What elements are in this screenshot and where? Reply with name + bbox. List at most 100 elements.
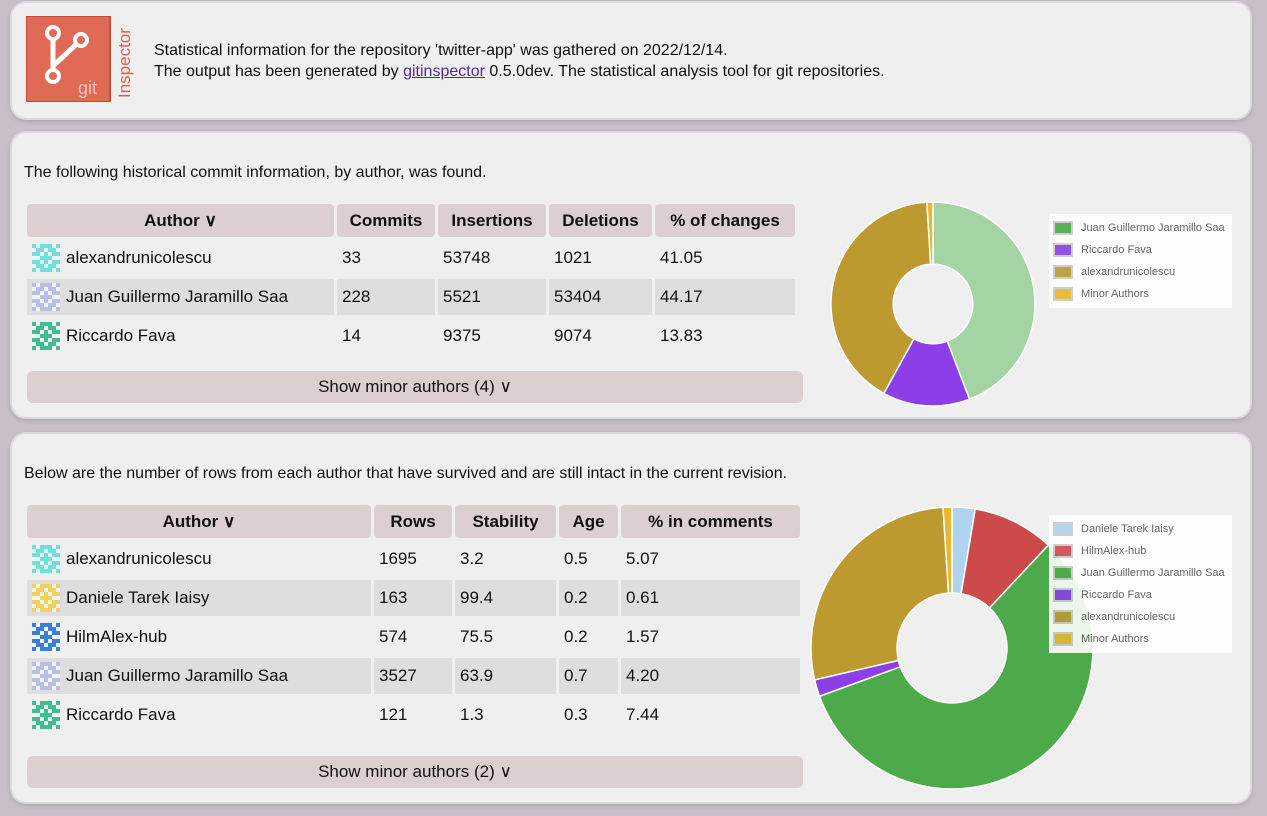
cell-age: 0.5 (564, 549, 588, 568)
cell-deletions: 1021 (554, 248, 592, 267)
legend-swatch (1053, 221, 1073, 235)
cell-commits: 14 (342, 326, 361, 345)
cell-deletions: 53404 (549, 279, 652, 315)
avatar (32, 584, 60, 612)
column-header-commits[interactable]: Commits (337, 204, 435, 237)
pie-slice (932, 201, 1036, 401)
pie-slice (942, 506, 953, 594)
legend-swatch (1053, 243, 1073, 257)
legend-label: alexandrunicolescu (1081, 611, 1176, 623)
legend-item: Juan Guillermo Jaramillo Saa (1053, 217, 1228, 239)
author-name: Juan Guillermo Jaramillo Saa (66, 666, 289, 685)
show-minor-authors-button[interactable]: Show minor authors (4) ∨ (27, 371, 803, 403)
cell-stability: 63.9 (455, 658, 556, 694)
table-row: alexandrunicolescu 1695 3.2 0.5 5.07 (27, 541, 800, 577)
legend-swatch (1053, 632, 1073, 646)
header-text: Statistical information for the reposito… (154, 40, 885, 82)
column-header-stability[interactable]: Stability (455, 505, 556, 538)
legend-item: Minor Authors (1053, 283, 1228, 305)
legend-item: Riccardo Fava (1053, 584, 1228, 606)
avatar (32, 283, 60, 311)
legend-item: alexandrunicolescu (1053, 606, 1228, 628)
svg-text:git: git (78, 78, 97, 98)
changes-legend: Juan Guillermo Jaramillo Saa Riccardo Fav… (1049, 214, 1232, 308)
legend-item: Daniele Tarek Iaisy (1053, 518, 1228, 540)
legend-label: alexandrunicolescu (1081, 266, 1176, 278)
cell-age: 0.2 (564, 627, 588, 646)
cell-rows: 163 (374, 580, 452, 616)
legend-item: Minor Authors (1053, 628, 1228, 650)
changes-table: Author ∨ Commits Insertions Deletions % … (24, 201, 798, 357)
cell-stability: 1.3 (460, 705, 484, 724)
column-header-pct-changes[interactable]: % of changes (655, 204, 795, 237)
legend-item: HilmAlex-hub (1053, 540, 1228, 562)
author-cell: alexandrunicolescu (27, 240, 334, 276)
column-header-age[interactable]: Age (559, 505, 618, 538)
pie-slice (830, 201, 932, 395)
blame-panel: Below are the number of rows from each a… (12, 434, 1250, 802)
legend-swatch (1053, 544, 1073, 558)
cell-comments: 5.07 (626, 549, 660, 568)
cell-age: 0.3 (564, 705, 588, 724)
legend-item: alexandrunicolescu (1053, 261, 1228, 283)
cell-deletions: 9074 (554, 326, 592, 345)
legend-item: Juan Guillermo Jaramillo Saa (1053, 562, 1228, 584)
cell-stability: 99.4 (455, 580, 556, 616)
author-cell: HilmAlex-hub (27, 619, 371, 655)
table-row: alexandrunicolescu 33 53748 1021 41.05 (27, 240, 795, 276)
cell-comments: 4.20 (621, 658, 800, 694)
cell-insertions: 53748 (443, 248, 491, 267)
legend-swatch (1053, 522, 1073, 536)
author-cell: Riccardo Fava (27, 697, 371, 733)
cell-rows: 3527 (374, 658, 452, 694)
avatar (32, 322, 60, 350)
legend-label: Riccardo Fava (1081, 244, 1152, 256)
table-row: Riccardo Fava 121 1.3 0.3 7.44 (27, 697, 800, 733)
author-name: Riccardo Fava (66, 326, 176, 345)
column-header-insertions[interactable]: Insertions (438, 204, 546, 237)
cell-comments: 0.61 (621, 580, 800, 616)
column-header-author[interactable]: Author ∨ (27, 204, 334, 237)
cell-stability: 3.2 (460, 549, 484, 568)
svg-text:Inspector: Inspector (115, 28, 134, 98)
author-name: Riccardo Fava (66, 705, 176, 724)
author-name: alexandrunicolescu (66, 248, 212, 267)
author-name: alexandrunicolescu (66, 549, 212, 568)
author-name: HilmAlex-hub (66, 627, 168, 646)
cell-insertions: 5521 (438, 279, 546, 315)
author-cell: Riccardo Fava (27, 318, 334, 354)
cell-rows: 121 (379, 705, 408, 724)
header-line-1: Statistical information for the reposito… (154, 42, 728, 59)
pie-slice (818, 544, 1094, 790)
legend-swatch (1053, 610, 1073, 624)
table-row: HilmAlex-hub 574 75.5 0.2 1.57 (27, 619, 800, 655)
header-line-2: The output has been generated by gitinsp… (154, 61, 885, 82)
cell-stability: 75.5 (460, 627, 494, 646)
avatar (32, 244, 60, 272)
legend-label: Juan Guillermo Jaramillo Saa (1081, 222, 1225, 234)
author-cell: Daniele Tarek Iaisy (27, 580, 371, 616)
column-header-pct-comments[interactable]: % in comments (621, 505, 800, 538)
column-header-rows[interactable]: Rows (374, 505, 452, 538)
author-cell: Juan Guillermo Jaramillo Saa (27, 658, 371, 694)
legend-label: Minor Authors (1081, 633, 1149, 645)
column-header-deletions[interactable]: Deletions (549, 204, 652, 237)
avatar (32, 545, 60, 573)
changes-pie-chart (830, 201, 1036, 407)
blame-pie-chart (810, 506, 1094, 790)
legend-label: Minor Authors (1081, 288, 1149, 300)
header-line-2-pre: The output has been generated by (154, 63, 399, 80)
legend-label: Juan Guillermo Jaramillo Saa (1081, 567, 1225, 579)
blame-table: Author ∨ Rows Stability Age % in comment… (24, 502, 803, 736)
cell-age: 0.7 (559, 658, 618, 694)
header-line-2-post: 0.5.0dev. The statistical analysis tool … (489, 63, 885, 80)
changes-intro: The following historical commit informat… (24, 164, 487, 181)
gitinspector-logo: git Inspector (25, 15, 136, 103)
table-row: Juan Guillermo Jaramillo Saa 228 5521 53404… (27, 279, 795, 315)
legend-item: Riccardo Fava (1053, 239, 1228, 261)
author-cell: Juan Guillermo Jaramillo Saa (27, 279, 334, 315)
column-header-author[interactable]: Author ∨ (27, 505, 371, 538)
legend-swatch (1053, 588, 1073, 602)
gitinspector-link[interactable]: gitinspector (403, 63, 485, 80)
show-minor-authors-button[interactable]: Show minor authors (2) ∨ (27, 756, 803, 788)
